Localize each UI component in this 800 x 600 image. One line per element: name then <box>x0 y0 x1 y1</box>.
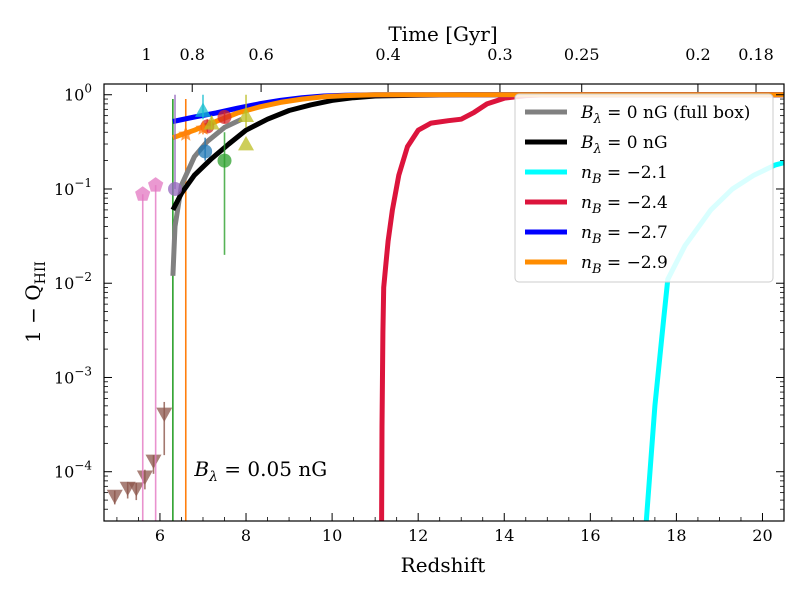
top-tick-label-0: 1 <box>142 45 152 64</box>
observation-marker-0-3 <box>136 470 153 485</box>
observation-marker-2-0 <box>168 181 183 196</box>
y-tick-label-2: 10−2 <box>54 270 92 293</box>
x-tick-label-3: 12 <box>408 526 428 545</box>
y-axis-title-sub: HII <box>33 261 49 284</box>
x-tick-label-1: 8 <box>241 526 251 545</box>
legend-rest: = 0 nG <box>602 133 668 153</box>
top-tick-label-7: 0.18 <box>738 45 774 64</box>
plot-frame <box>103 83 785 522</box>
legend-sub: B <box>591 172 602 187</box>
x-tick-label-4: 14 <box>494 526 514 545</box>
top-tick-label-6: 0.2 <box>685 45 710 64</box>
observation-marker-8-0 <box>194 102 211 117</box>
y-tick-base: 10 <box>54 274 74 293</box>
legend-symbol: B <box>580 103 594 123</box>
y-tick-base: 10 <box>64 86 84 105</box>
observation-marker-1-1 <box>148 177 164 192</box>
series-line-0 <box>170 116 243 276</box>
legend-symbol: n <box>581 193 592 213</box>
legend-sub: B <box>591 262 602 277</box>
x-tick-label-0: 6 <box>155 526 165 545</box>
x-tick-label-6: 18 <box>666 526 686 545</box>
y-tick-base: 10 <box>54 463 74 482</box>
observation-marker-7-2 <box>203 115 220 130</box>
top-tick-label-3: 0.4 <box>375 45 400 64</box>
top-axis-title: Time [Gyr] <box>388 22 497 46</box>
y-tick-label-1: 10−3 <box>54 364 92 387</box>
legend-sub: B <box>591 232 602 247</box>
y-tick-base: 10 <box>54 368 74 387</box>
legend-label-2: nB = −2.1 <box>581 163 668 187</box>
observation-marker-7-1 <box>238 107 255 123</box>
top-tick-label-1: 0.8 <box>180 45 205 64</box>
legend-sub: λ <box>593 112 602 127</box>
y-axis-title-main: 1 − Q <box>21 284 45 343</box>
top-tick-label-5: 0.25 <box>564 45 600 64</box>
legend-rest: = −2.9 <box>602 253 668 273</box>
observation-marker-7-0 <box>238 136 255 151</box>
legend-rest: = −2.4 <box>602 193 668 213</box>
legend-label-0: Bλ = 0 nG (full box) <box>580 103 750 127</box>
y-tick-base: 10 <box>54 180 74 199</box>
observation-marker-0-0 <box>106 489 123 505</box>
observation-marker-6-1 <box>195 120 211 135</box>
y-tick-label-4: 100 <box>64 82 92 105</box>
y-tick-exp: −4 <box>74 459 92 473</box>
axes-layer: 6 8 10 12 14 16 18 20 1 0.8 0.6 0.4 0.3 0.25 0.2 0.18 10… <box>54 45 785 545</box>
legend-box <box>514 93 774 283</box>
legend-rest: = 0 nG (full box) <box>602 103 751 123</box>
legend-symbol: n <box>581 163 592 183</box>
observation-marker-5-1 <box>217 110 232 125</box>
observation-marker-6-0 <box>178 126 194 141</box>
legend-label-5: nB = −2.9 <box>581 253 668 277</box>
x-tick-label-2: 10 <box>322 526 342 545</box>
legend-sub: λ <box>593 142 602 157</box>
observation-marker-0-5 <box>156 407 173 422</box>
annotation-symbol: B <box>193 457 209 481</box>
observation-marker-4-0 <box>198 144 213 159</box>
observation-marker-1-0 <box>135 186 151 201</box>
annotation-text: Bλ = 0.05 nG <box>193 457 327 485</box>
y-tick-exp: −3 <box>74 364 92 378</box>
top-tick-label-2: 0.6 <box>248 45 273 64</box>
legend-label-1: Bλ = 0 nG <box>580 133 668 157</box>
legend-symbol: B <box>580 133 594 153</box>
legend-label-4: nB = −2.7 <box>581 223 668 247</box>
x-tick-label-5: 16 <box>580 526 600 545</box>
y-tick-exp: 0 <box>84 82 92 96</box>
legend-rest: = −2.1 <box>602 163 668 183</box>
legend-label-3: nB = −2.4 <box>581 193 668 217</box>
annotation-sub: λ <box>208 469 218 485</box>
y-tick-label-0: 10−4 <box>54 459 92 482</box>
top-tick-label-4: 0.3 <box>487 45 512 64</box>
legend-rest: = −2.7 <box>602 223 668 243</box>
observation-marker-0-4 <box>145 454 162 469</box>
y-tick-label-3: 10−1 <box>54 176 92 199</box>
y-tick-exp: −2 <box>74 270 92 284</box>
observation-marker-3-0 <box>217 153 232 168</box>
x-axis-title: Redshift <box>401 553 486 577</box>
observation-marker-0-2 <box>128 482 145 497</box>
legend-symbol: n <box>581 223 592 243</box>
x-tick-label-7: 20 <box>752 526 772 545</box>
annotation-rest: = 0.05 nG <box>218 457 327 481</box>
legend-symbol: n <box>581 253 592 273</box>
y-tick-exp: −1 <box>74 176 92 190</box>
y-axis-title: 1 − QHII <box>21 261 49 343</box>
legend-sub: B <box>591 202 602 217</box>
series-line-5 <box>172 92 784 141</box>
